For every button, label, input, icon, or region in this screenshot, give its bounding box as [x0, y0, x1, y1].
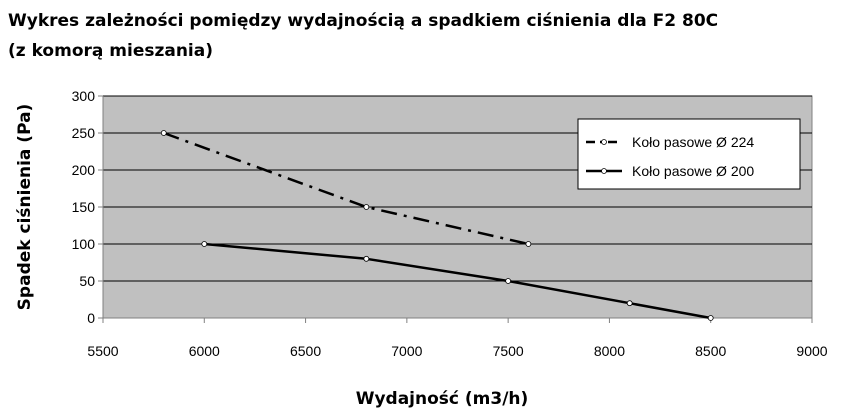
x-tick-label-6000: 6000	[189, 343, 220, 359]
legend-marker-1	[601, 139, 607, 145]
series-2-point-4	[626, 300, 633, 307]
x-tick-label-9000: 9000	[796, 343, 827, 359]
y-tick-label-0: 0	[87, 310, 95, 326]
x-tick-label-7500: 7500	[493, 343, 524, 359]
series-2-point-1	[201, 241, 208, 247]
series-1-point-3	[525, 241, 532, 247]
chart-title-line-2: (z komorą mieszania)	[8, 41, 213, 61]
x-tick-label-6500: 6500	[290, 343, 321, 359]
series-line-1	[163, 131, 529, 246]
legend-label-1: Koło pasowe Ø 224	[632, 134, 754, 150]
x-axis-title: Wydajność (m3/h)	[356, 389, 529, 409]
legend: Koło pasowe Ø 224 Koło pasowe Ø 200	[577, 118, 801, 190]
y-tick-label-250: 250	[72, 125, 96, 141]
series-2-point-5	[707, 315, 714, 321]
x-tick-label-7000: 7000	[391, 343, 422, 359]
series-1-point-1	[160, 130, 167, 136]
y-tick-label-50: 50	[79, 273, 95, 289]
legend-label-2: Koło pasowe Ø 200	[632, 163, 754, 179]
y-axis-title: Spadek ciśnienia (Pa)	[15, 104, 35, 311]
y-tick-label-200: 200	[72, 162, 96, 178]
series-1-point-2	[363, 204, 370, 210]
legend-box	[577, 118, 801, 190]
x-tick-label-8000: 8000	[594, 343, 625, 359]
x-tick-label-8500: 8500	[695, 343, 726, 359]
y-tick-label-300: 300	[72, 88, 96, 104]
x-tick-label-5500: 5500	[87, 343, 118, 359]
y-tick-label-100: 100	[72, 236, 96, 252]
series-2-point-2	[363, 255, 370, 262]
chart-title-line-1: Wykres zależności pomiędzy wydajnością a…	[8, 11, 718, 31]
series-2-point-3	[505, 278, 512, 284]
y-tick-label-150: 150	[72, 199, 96, 215]
legend-marker-2	[601, 168, 607, 174]
